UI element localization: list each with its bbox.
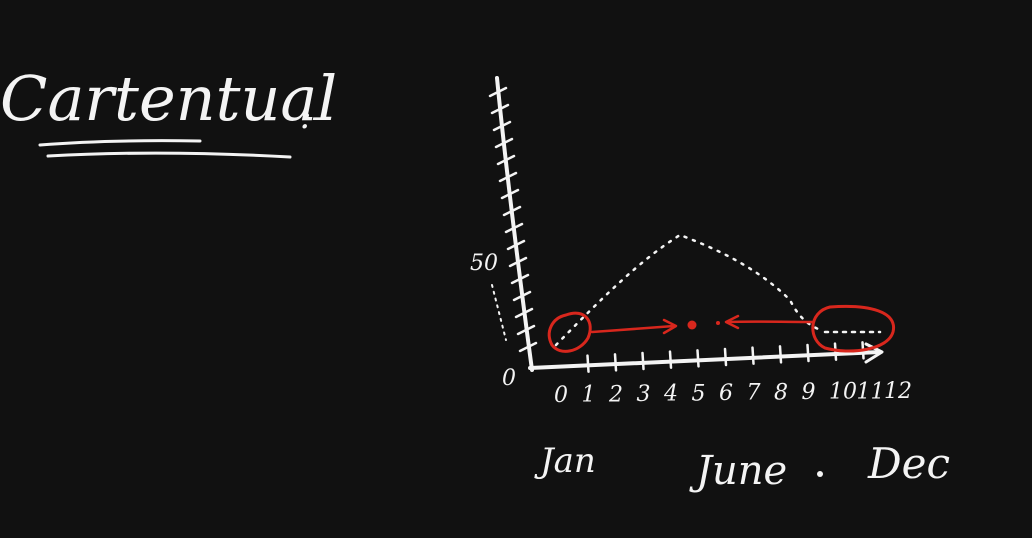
y-axis-tick xyxy=(508,256,528,268)
x-axis-label: 12 xyxy=(884,379,912,404)
x-axis-tick xyxy=(751,346,755,365)
y-axis-tick xyxy=(506,239,526,251)
red-center-dot-small xyxy=(716,321,720,325)
x-axis-label: 3 xyxy=(637,382,651,407)
axis-labels: 0 50 0 1 2 3 4 5 6 7 8 9 10 11 12 xyxy=(470,251,912,408)
y-axis-line xyxy=(495,76,534,372)
y-axis-tick xyxy=(492,120,512,132)
y-axis-tick xyxy=(488,86,508,98)
y-axis-tick xyxy=(512,290,532,302)
x-axis-label: 8 xyxy=(774,380,788,405)
y-axis-tick xyxy=(514,307,534,319)
y-axis-tick xyxy=(498,171,518,183)
x-axis-label: 5 xyxy=(692,381,706,406)
y-axis-tick-marks xyxy=(488,86,538,353)
y-axis-tick xyxy=(496,154,516,166)
red-arrow-left-head xyxy=(724,314,740,330)
y-label-zero: 0 xyxy=(502,366,516,391)
red-annotations xyxy=(547,304,896,353)
x-axis-label: 9 xyxy=(802,380,816,405)
heading-suffix: :- xyxy=(300,97,323,137)
month-label-dec: Dec xyxy=(867,439,950,488)
june-trailing-dot xyxy=(817,471,823,477)
y-axis-tick xyxy=(504,222,524,234)
x-axis-label: 0 xyxy=(554,383,568,408)
x-axis-label: 11 xyxy=(857,379,885,404)
x-axis-tick xyxy=(696,349,700,368)
x-axis-labels: 0 1 2 3 4 5 6 7 8 9 10 11 12 xyxy=(554,379,912,408)
y-axis-tick xyxy=(510,273,530,285)
x-axis-tick xyxy=(613,353,618,372)
red-arrow-right xyxy=(590,324,676,334)
x-axis-tick xyxy=(778,345,783,364)
x-axis-label: 1 xyxy=(582,383,596,408)
x-axis-label: 10 xyxy=(829,380,857,405)
x-axis-tick xyxy=(668,350,673,369)
heading-group: Cartentual :- xyxy=(0,62,337,159)
fifty-guide-dots xyxy=(491,284,507,341)
x-axis-tick-marks xyxy=(586,341,865,373)
y-label-fifty: 50 xyxy=(470,251,498,276)
month-label-june: June xyxy=(689,448,787,494)
x-axis-arrow-head xyxy=(864,342,884,364)
heading-title: Cartentual xyxy=(0,62,337,135)
chart-axes xyxy=(488,76,884,373)
y-axis-tick xyxy=(518,341,538,353)
left-red-circle xyxy=(547,311,592,353)
x-axis-label: 6 xyxy=(719,381,733,406)
red-center-dot xyxy=(687,320,697,330)
x-axis-tick xyxy=(586,354,590,373)
heading-underline-1 xyxy=(38,139,202,147)
y-axis-tick xyxy=(500,188,520,200)
x-axis-line xyxy=(528,350,882,370)
month-label-jan: Jan xyxy=(534,441,596,481)
x-axis-tick xyxy=(723,347,728,367)
dotted-curve xyxy=(554,233,822,347)
y-axis-tick xyxy=(494,137,514,149)
month-labels: Jan June Dec xyxy=(534,439,950,494)
red-arrow-right-head xyxy=(662,318,678,335)
x-axis-tick xyxy=(806,343,810,363)
heading-underline-2 xyxy=(46,151,292,159)
x-axis-label: 2 xyxy=(608,382,623,407)
y-axis-tick xyxy=(502,205,522,217)
y-axis-tick xyxy=(490,103,510,115)
x-axis-label: 4 xyxy=(663,382,678,407)
x-axis-label: 7 xyxy=(747,381,761,406)
right-red-circle xyxy=(811,304,896,353)
y-axis-tick xyxy=(516,324,536,336)
x-axis-tick xyxy=(641,351,645,371)
